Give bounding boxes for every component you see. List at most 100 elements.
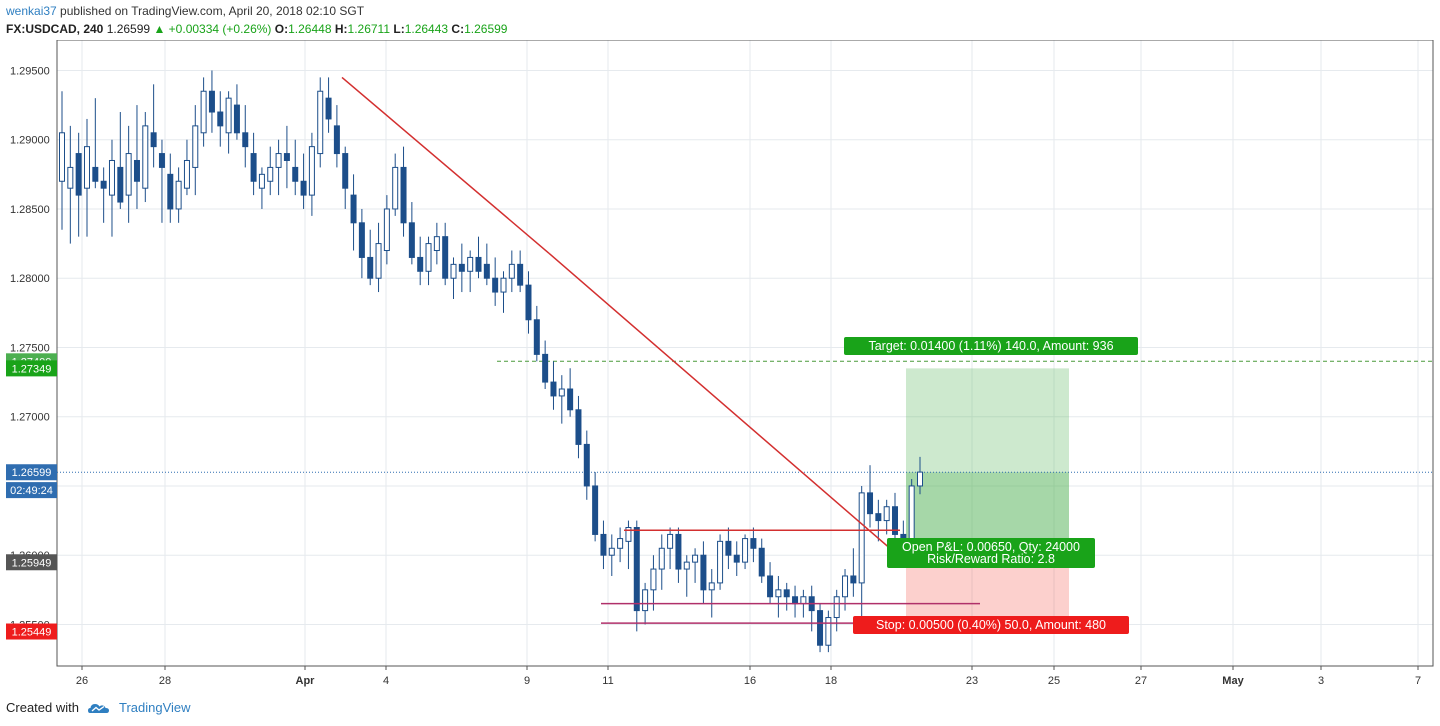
candle [883,506,890,522]
candle [142,125,149,189]
trendline-segment[interactable] [548,252,907,563]
y-tick-label: 1.28500 [10,204,50,216]
candle [400,166,407,224]
candlestick-chart[interactable]: 1.29500 1.29000 1.28500 1.28000 1.27500 1.270… [0,40,1440,690]
pnl-label-box[interactable] [887,538,1095,568]
last-price: 1.26599 [106,22,151,36]
candle [317,90,324,155]
candle [692,554,699,563]
candle [542,353,549,383]
author-link[interactable]: wenkai37 [6,4,57,18]
candle [667,533,674,549]
high-label: H: [334,22,348,36]
candle [59,132,65,182]
symbol-name: FX:USDCAD, 240 [6,22,104,36]
candle [292,166,299,182]
price-tag [6,360,57,377]
tradingview-link[interactable]: TradingView [118,700,191,715]
price-tag [6,464,57,481]
candle [108,159,115,196]
y-tick-label: 1.27000 [10,412,50,424]
x-tick-label: 9 [524,675,530,687]
candle [642,589,649,612]
candle [300,180,307,196]
candle [383,208,390,252]
candle [283,153,290,161]
price-tag-text: 1.25949 [12,557,52,569]
x-tick-label: 23 [966,675,978,687]
candle [742,538,749,563]
y-tick-label: 1.29500 [10,65,50,77]
price-change: +0.00334 (+0.26%) [168,22,272,36]
candle [117,166,124,203]
candle [792,596,799,605]
candle [633,527,640,612]
candle [375,243,382,279]
price-tag-text: 1.26599 [12,467,52,479]
candle [442,236,449,279]
x-tick-label: 18 [825,675,837,687]
candle [683,561,690,570]
candle [817,610,824,646]
candle [733,554,740,563]
candle [850,575,857,584]
candle [83,146,90,189]
price-tag [6,482,57,499]
candle [392,166,399,210]
candle [242,132,249,148]
candle [567,388,574,411]
candle [825,617,832,646]
candle [133,159,140,182]
candle [783,589,790,598]
candle [533,319,540,355]
candle [192,125,199,168]
high-value: 1.26711 [347,22,391,36]
candle [758,547,765,577]
candle [275,153,282,168]
close-label: C: [451,22,465,36]
x-tick-label: 27 [1135,675,1147,687]
candle [800,596,807,605]
x-tick-label: 16 [744,675,756,687]
stop-label-box[interactable] [853,616,1129,634]
y-tick-label: 1.28000 [10,273,50,285]
candle [750,538,757,549]
plot-border [56,40,1434,667]
candle [700,554,707,591]
price-tag-text: 1.27349 [12,363,52,375]
candle [892,506,899,535]
candle [175,180,182,210]
candle [358,222,365,258]
footer: Created with TradingView [6,700,191,715]
candle [333,125,340,155]
candle [675,533,682,570]
candle [875,513,882,522]
pnl-label-text: Risk/Reward Ratio: 2.8 [927,552,1055,566]
target-label-box[interactable] [844,337,1138,355]
candle [583,443,590,487]
candle [592,485,599,535]
candle [458,263,465,272]
candle [492,277,499,293]
candle [625,527,632,542]
candle [125,153,132,196]
candle [208,90,215,113]
open-label: O: [274,22,289,36]
x-tick-label: May [1222,675,1244,687]
trendline-segment[interactable] [341,76,550,254]
candle [217,111,224,127]
stop-label-text: Stop: 0.00500 (0.40%) 50.0, Amount: 480 [876,618,1106,632]
candle [367,256,374,279]
candle [250,153,257,182]
published-text: published on TradingView.com, April 20, … [60,4,365,18]
candle [225,97,232,134]
candle [92,166,99,182]
candle [475,256,482,272]
target-zone[interactable] [906,368,1069,563]
x-tick-label: 26 [76,675,88,687]
created-with-text: Created with [6,700,79,715]
candle [558,388,565,397]
low-value: 1.26443 [404,22,449,36]
price-tag [6,623,57,640]
candle [858,492,865,584]
